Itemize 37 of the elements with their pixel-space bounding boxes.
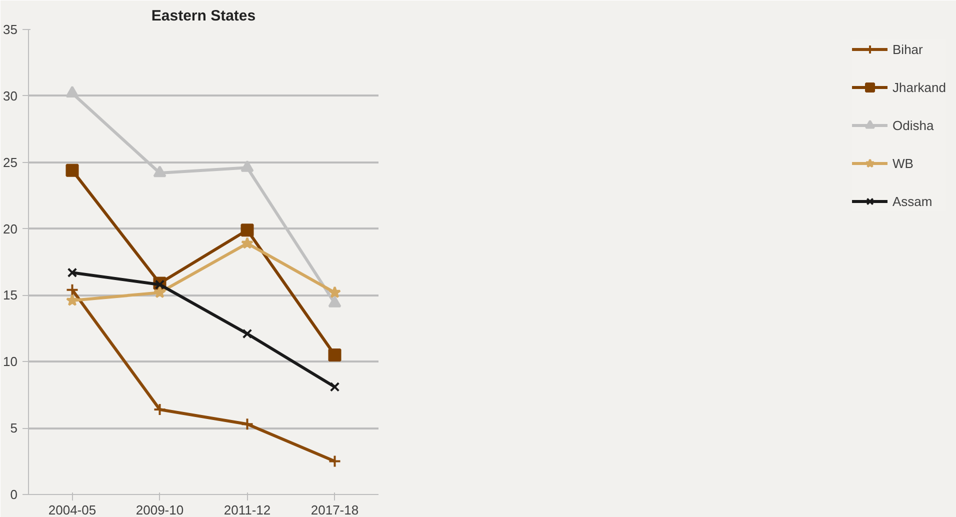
point [240, 418, 254, 431]
legend-label: Bihar [892, 42, 923, 56]
y-tick-label: 5 [10, 420, 18, 436]
point [66, 86, 79, 98]
y-tick-label: 25 [3, 154, 18, 170]
y-tick-label: 0 [10, 487, 18, 502]
point [328, 296, 342, 308]
legend-label: Jharkand [892, 80, 946, 94]
point [66, 164, 79, 177]
point [153, 402, 166, 416]
chart-title: Eastern States [151, 8, 256, 24]
legend-label: Odisha [892, 118, 934, 132]
point [66, 294, 78, 306]
y-tick-label: 30 [3, 88, 18, 104]
point [154, 286, 166, 298]
point [153, 166, 166, 178]
point [240, 160, 254, 172]
x-tick-label: 2017-18 [310, 502, 359, 517]
y-tick-label: 20 [3, 221, 18, 236]
point [328, 454, 342, 468]
point [242, 328, 252, 339]
point [330, 382, 340, 392]
legend-label: Assam [892, 194, 932, 208]
legend-label: WB [892, 156, 914, 170]
point [240, 224, 254, 237]
point [67, 268, 78, 278]
point [154, 280, 165, 290]
y-tick-label: 15 [3, 288, 18, 303]
y-tick-label: 10 [3, 354, 18, 370]
x-tick-label: 2004-05 [48, 502, 96, 517]
point [328, 348, 342, 362]
x-tick-label: 2009-10 [136, 502, 184, 517]
point [328, 286, 341, 298]
point [241, 236, 254, 249]
y-tick-label: 35 [3, 22, 18, 37]
x-tick-label: 2011-12 [224, 502, 271, 517]
point [66, 283, 79, 296]
